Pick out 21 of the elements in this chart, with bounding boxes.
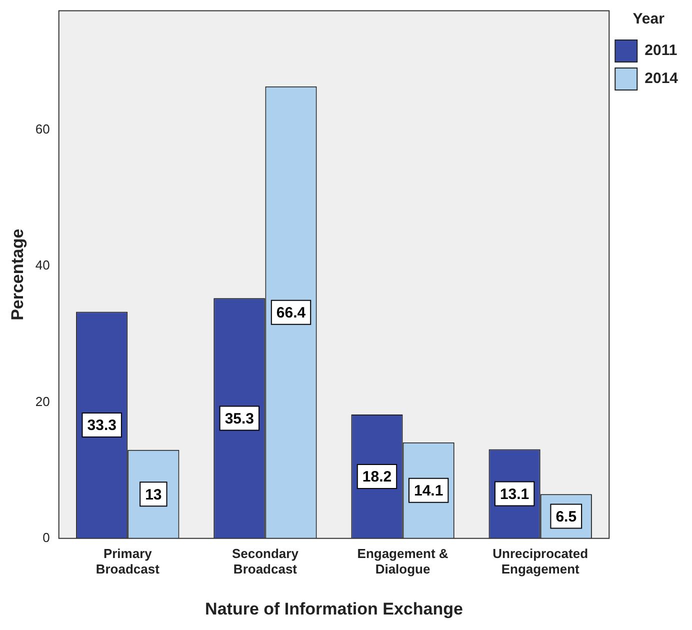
data-label: 33.3 — [87, 417, 116, 434]
x-tick-label: Primary Broadcast — [96, 546, 160, 576]
data-label: 13 — [145, 486, 162, 504]
data-label: 13.1 — [500, 486, 530, 503]
y-tick-label: 40 — [35, 258, 50, 273]
y-tick-label: 20 — [35, 394, 50, 409]
x-tick-label: Unreciprocated Engagement — [492, 546, 588, 576]
data-label: 14.1 — [414, 482, 444, 500]
y-axis-title: Percentage — [8, 228, 27, 320]
legend-label: 2011 — [644, 42, 678, 60]
data-label: 66.4 — [276, 304, 306, 322]
y-tick-label: 60 — [35, 122, 50, 137]
legend-title: Year — [632, 10, 665, 28]
data-label: 18.2 — [362, 468, 392, 486]
y-tick-label: 0 — [42, 530, 50, 545]
x-axis-title: Nature of Information Exchange — [205, 599, 463, 618]
x-tick-label: Secondary Broadcast — [232, 546, 300, 576]
data-label: 35.3 — [224, 410, 254, 428]
x-tick-label: Engagement & Dialogue — [357, 546, 448, 576]
data-label: 6.5 — [556, 508, 577, 526]
legend-label: 2014 — [644, 70, 679, 88]
